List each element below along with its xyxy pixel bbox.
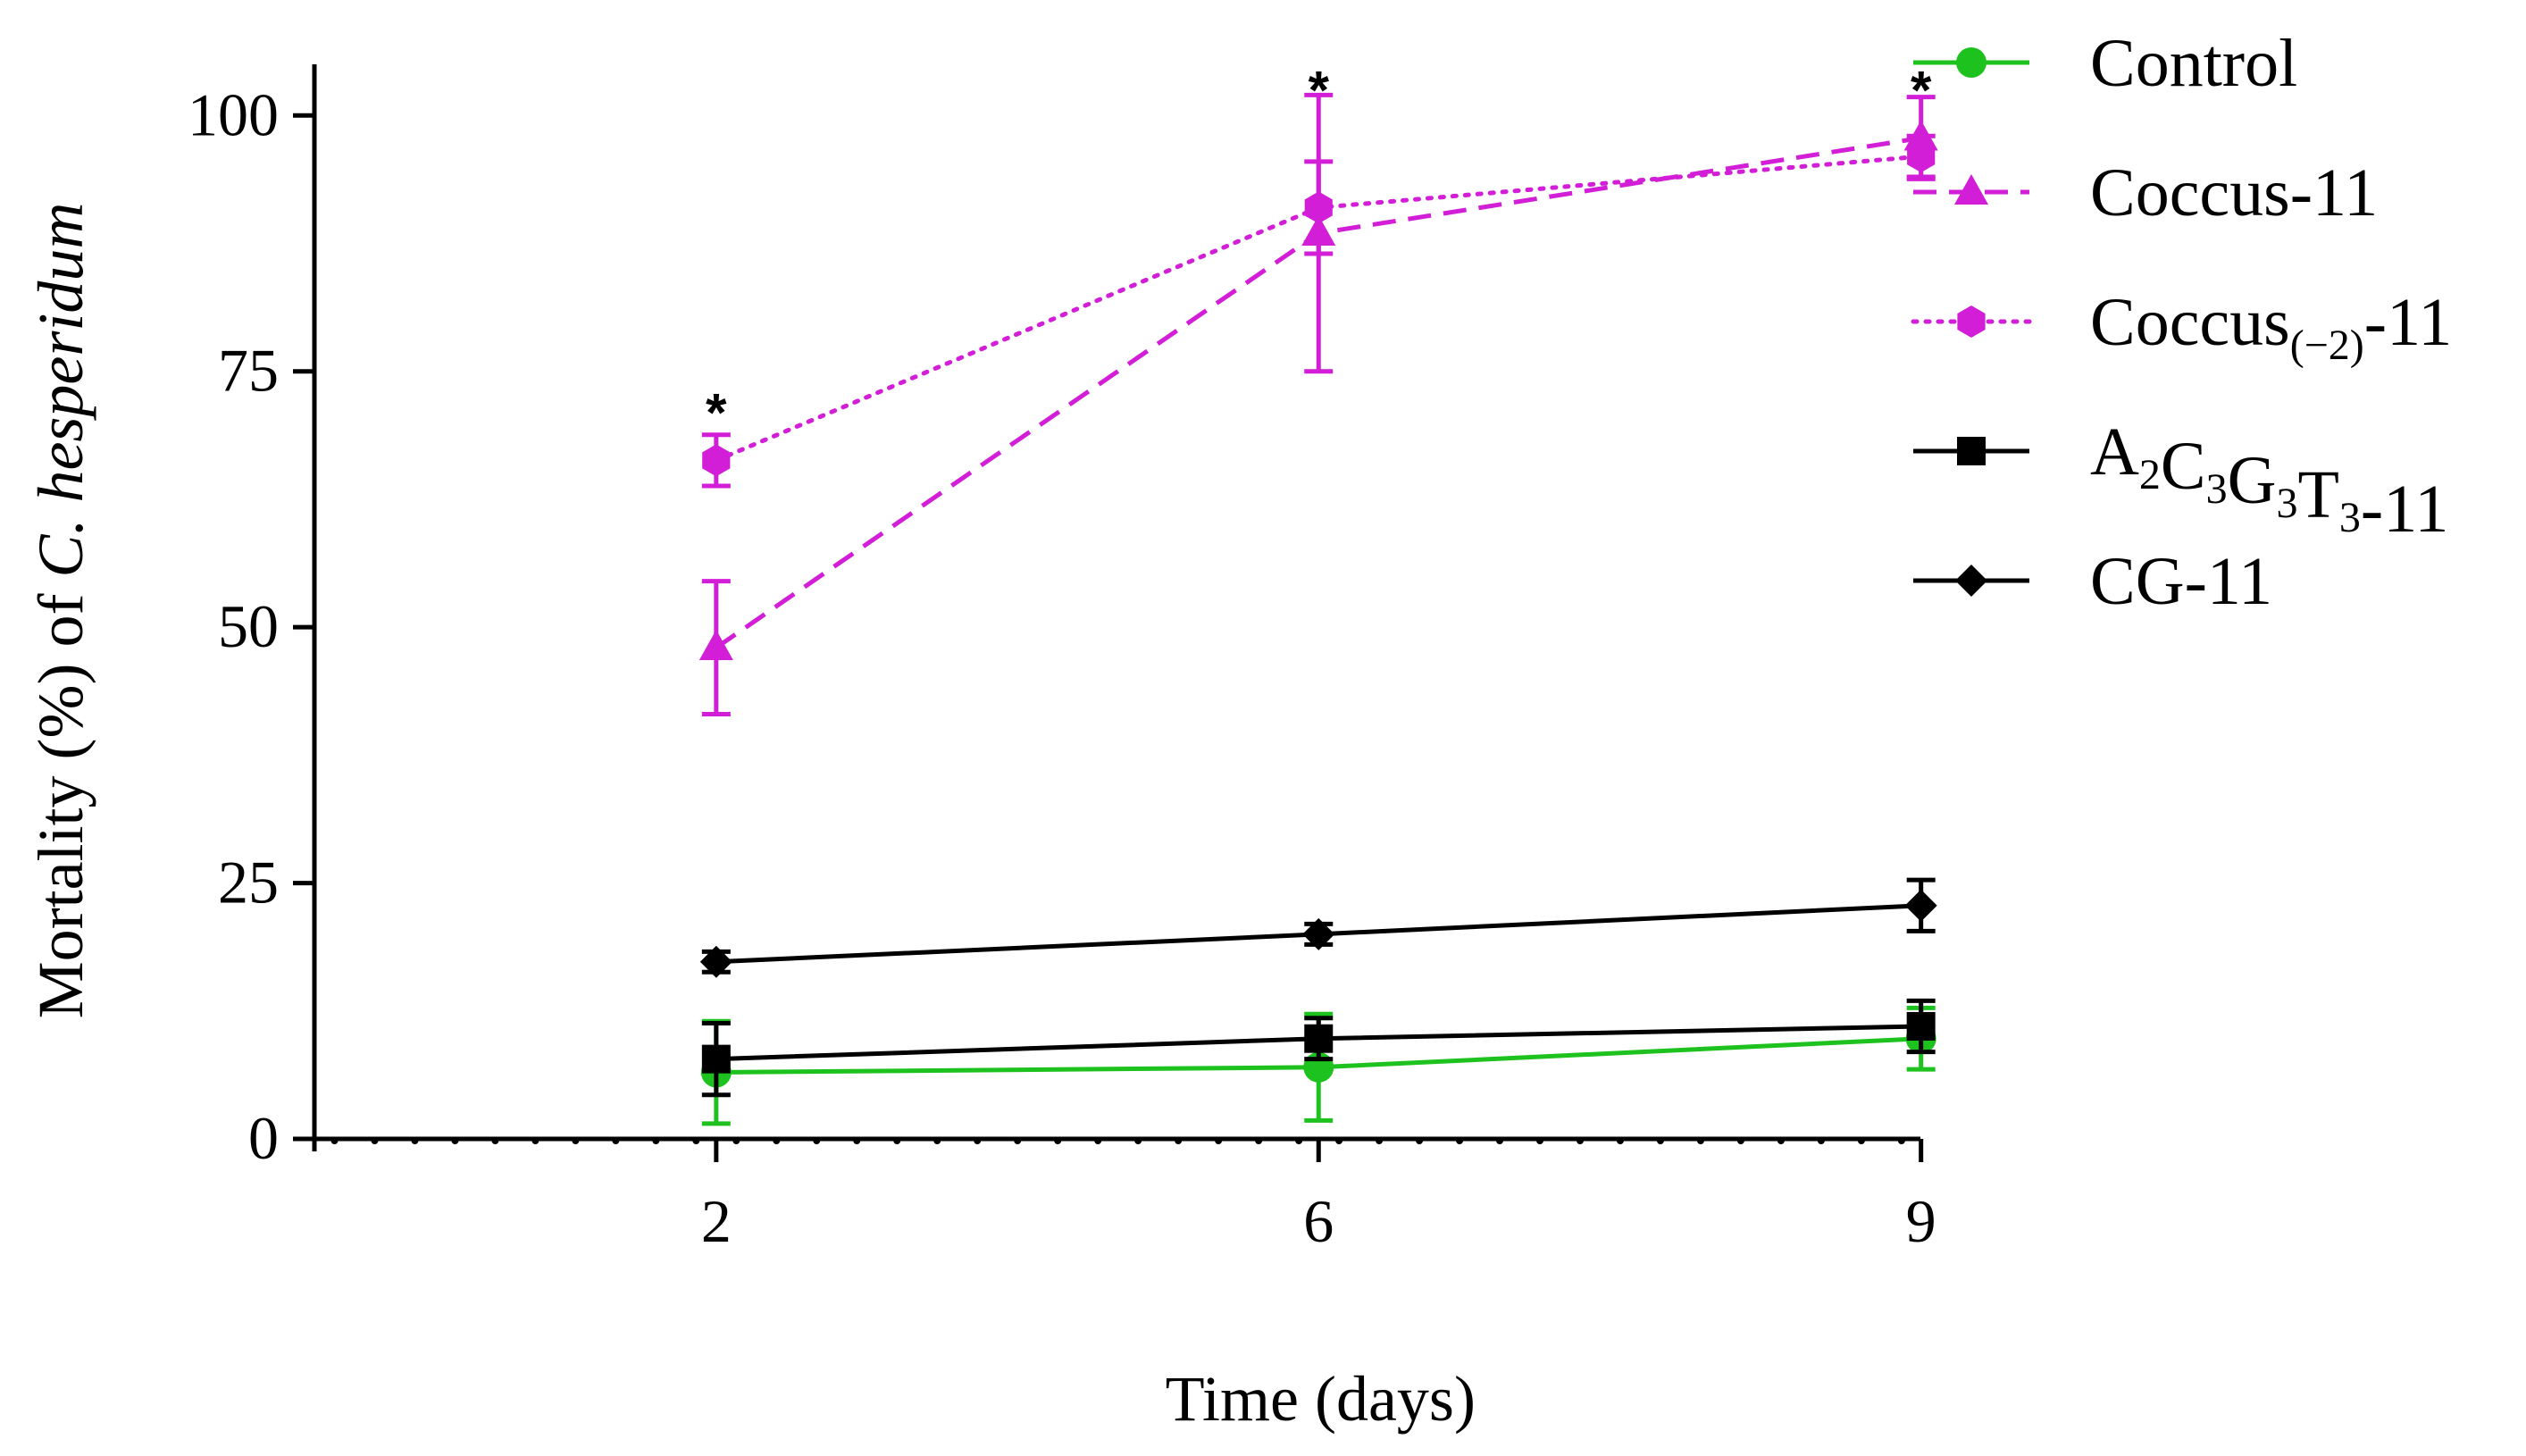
legend-label: CG-11: [2090, 544, 2272, 619]
x-minor-tick: [1014, 1137, 1022, 1144]
significance-asterisk: *: [706, 382, 727, 442]
y-tick-label: 100: [188, 80, 279, 148]
series-layer: * * *: [698, 60, 1938, 1126]
legend-item: CG-11: [1913, 544, 2272, 619]
data-point: [702, 444, 731, 477]
x-minor-tick: [612, 1137, 620, 1144]
legend: ControlCoccus-11Coccus(−2)-11A2C3G3T3-11…: [1911, 26, 2452, 619]
significance-asterisk: *: [1911, 60, 1932, 120]
legend-item: A2C3G3T3-11: [1913, 414, 2448, 547]
x-minor-tick: [1416, 1137, 1424, 1144]
x-minor-tick: [572, 1137, 580, 1144]
x-minor-tick: [1536, 1137, 1544, 1144]
legend-label-subscript: 3: [2206, 465, 2228, 513]
legend-label-subscript: 3: [2339, 494, 2361, 541]
x-minor-tick: [1897, 1137, 1905, 1144]
x-minor-tick: [893, 1137, 901, 1144]
data-point: [1907, 140, 1936, 173]
data-point: [699, 945, 732, 978]
legend-label-part: C: [2161, 429, 2206, 504]
axes-layer: 0 25 50 75 100 2 6 9 Time (days) Mortality (%) of…: [25, 64, 1936, 1435]
data-point: [1304, 1024, 1334, 1053]
legend-label-suffix: -11: [2364, 285, 2453, 360]
legend-marker: [1954, 174, 1988, 205]
x-minor-tick: [491, 1137, 499, 1144]
legend-label-subscript: (−2): [2290, 322, 2364, 369]
y-axis-title-prefix: Mortality (%) of: [25, 578, 96, 1019]
x-minor-tick: [531, 1137, 539, 1144]
legend-item: Control: [1913, 26, 2297, 101]
x-tick-label: 9: [1906, 1187, 1936, 1255]
x-minor-tick: [974, 1137, 982, 1144]
series-coccus-2-11: [701, 133, 1936, 489]
x-minor-tick: [732, 1137, 740, 1144]
x-minor-tick: [1777, 1137, 1785, 1144]
data-point: [1304, 191, 1333, 224]
x-minor-tick: [933, 1137, 941, 1144]
x-minor-tick: [330, 1137, 339, 1144]
significance-asterisk: *: [1309, 60, 1330, 120]
legend-label: A2C3G3T3-11: [2090, 414, 2448, 547]
data-point: [701, 1044, 731, 1074]
x-minor-tick: [1696, 1137, 1704, 1144]
legend-item: Coccus(−2)-11: [1911, 285, 2452, 369]
x-minor-tick: [692, 1137, 700, 1144]
y-tick-label: 50: [218, 592, 279, 660]
x-minor-tick: [371, 1137, 379, 1144]
x-minor-tick: [1255, 1137, 1263, 1144]
x-minor-tick: [451, 1137, 459, 1144]
legend-marker: [1957, 437, 1986, 465]
x-tick-label: 6: [1303, 1187, 1334, 1255]
legend-item: Coccus-11: [1913, 155, 2378, 230]
x-minor-tick: [1817, 1137, 1825, 1144]
y-axis-title: Mortality (%) of C. hesperidum: [25, 203, 96, 1019]
legend-label: Control: [2090, 26, 2297, 101]
legend-label: Coccus-11: [2090, 155, 2378, 230]
x-minor-tick: [1134, 1137, 1142, 1144]
x-minor-tick: [411, 1137, 419, 1144]
legend-marker: [1957, 305, 1986, 338]
x-minor-tick: [1857, 1137, 1865, 1144]
legend-label-part: G: [2228, 443, 2277, 518]
x-minor-tick: [1496, 1137, 1504, 1144]
x-minor-tick: [652, 1137, 660, 1144]
series-cg-11: [699, 877, 1937, 978]
legend-marker: [1956, 47, 1987, 78]
data-point: [698, 630, 733, 661]
x-minor-tick: [1054, 1137, 1062, 1144]
legend-label-part: A: [2090, 414, 2139, 490]
legend-marker: [1955, 565, 1987, 597]
legend-label-subscript: 3: [2276, 480, 2297, 527]
x-minor-tick: [1215, 1137, 1223, 1144]
y-tick-label: 75: [218, 337, 279, 405]
y-tick-label: 0: [248, 1104, 279, 1172]
legend-label-part: Coccus: [2090, 285, 2290, 360]
y-axis-title-species: C. hesperidum: [25, 203, 96, 578]
x-minor-tick: [1576, 1137, 1584, 1144]
x-minor-tick: [1736, 1137, 1744, 1144]
data-point: [1302, 917, 1335, 950]
legend-label-part: T: [2297, 457, 2338, 532]
x-tick-label: 2: [701, 1187, 732, 1255]
series-a2c3g3t3-11: [701, 998, 1936, 1098]
x-minor-tick: [1376, 1137, 1384, 1144]
x-minor-tick: [813, 1137, 821, 1144]
x-minor-tick: [1335, 1137, 1343, 1144]
x-minor-tick: [853, 1137, 861, 1144]
x-minor-tick: [1295, 1137, 1303, 1144]
x-minor-tick: [1094, 1137, 1102, 1144]
x-minor-tick: [1616, 1137, 1624, 1144]
x-minor-tick: [1175, 1137, 1183, 1144]
data-point: [1904, 889, 1937, 922]
x-minor-tick: [1456, 1137, 1464, 1144]
y-tick-label: 25: [218, 849, 279, 916]
x-minor-tick: [773, 1137, 781, 1144]
x-axis-title: Time (days): [1166, 1363, 1476, 1435]
legend-label-subscript: 2: [2139, 451, 2161, 498]
legend-label: Coccus(−2)-11: [2090, 285, 2452, 369]
x-minor-tick: [1656, 1137, 1664, 1144]
legend-label-suffix: -11: [2361, 472, 2449, 547]
data-point: [1906, 1011, 1936, 1041]
